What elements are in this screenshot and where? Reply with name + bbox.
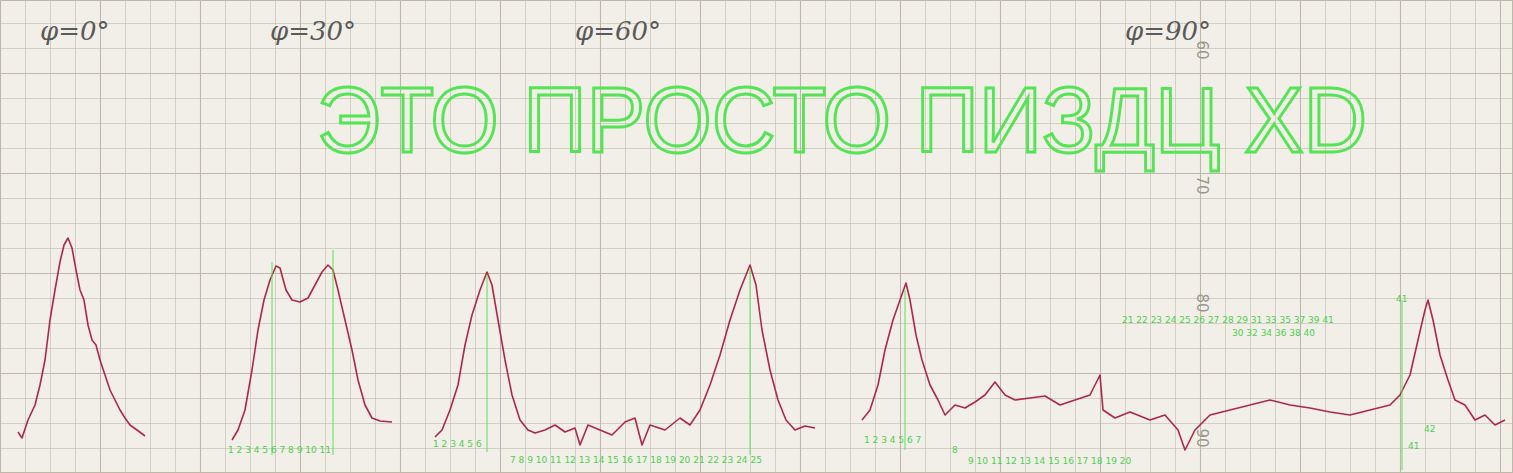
guide-line bbox=[272, 262, 273, 455]
y-grid-line bbox=[0, 248, 1513, 249]
trace-line bbox=[232, 265, 392, 440]
x-tick bbox=[50, 0, 51, 473]
y-grid-line bbox=[0, 273, 1513, 274]
x-grid-line bbox=[225, 0, 226, 473]
x-grid-line bbox=[1500, 0, 1501, 473]
scale-mark: 90 bbox=[1193, 428, 1211, 447]
x-grid-line bbox=[1375, 0, 1376, 473]
y-tick bbox=[0, 273, 1513, 274]
y-tick bbox=[0, 423, 1513, 424]
y-tick bbox=[0, 373, 1513, 374]
y-tick bbox=[0, 248, 1513, 249]
y-axis bbox=[0, 1, 1513, 473]
y-tick bbox=[0, 348, 1513, 349]
y-grid-line bbox=[0, 373, 1513, 374]
annotation: 1 2 3 4 5 6 bbox=[433, 439, 482, 449]
y-tick bbox=[0, 298, 1513, 299]
scale-mark: 70 bbox=[1193, 175, 1211, 194]
annotation: 7 8 9 10 11 12 13 14 15 16 17 18 19 20 2… bbox=[510, 455, 762, 465]
y-grid-line bbox=[0, 48, 1513, 49]
y-tick bbox=[0, 448, 1513, 449]
x-tick bbox=[75, 0, 76, 473]
plot-frame bbox=[1, 1, 1513, 473]
scale-mark: 80 bbox=[1193, 293, 1211, 312]
x-grid-line bbox=[275, 0, 276, 473]
x-tick bbox=[225, 0, 226, 473]
x-tick bbox=[300, 0, 301, 473]
guide-line bbox=[905, 290, 906, 450]
y-grid-line bbox=[0, 223, 1513, 224]
y-grid-line bbox=[0, 173, 1513, 174]
y-grid-line bbox=[0, 298, 1513, 299]
y-grid-line bbox=[0, 23, 1513, 24]
x-grid-line bbox=[150, 0, 151, 473]
guide-line bbox=[333, 250, 334, 455]
x-grid-line bbox=[1450, 0, 1451, 473]
trace-line bbox=[862, 283, 1505, 450]
x-tick bbox=[175, 0, 176, 473]
guide-line bbox=[1402, 300, 1403, 470]
x-grid-line bbox=[1475, 0, 1476, 473]
annotation: 9 10 11 12 13 14 15 16 17 18 19 20 bbox=[968, 456, 1131, 466]
x-tick bbox=[125, 0, 126, 473]
plot-area bbox=[18, 238, 1505, 450]
x-grid-line bbox=[1400, 0, 1401, 473]
y-tick bbox=[0, 23, 1513, 24]
phi-label: φ=0° bbox=[40, 16, 110, 46]
annotation: 1 2 3 4 5 6 7 8 9 10 11 bbox=[228, 445, 331, 455]
x-tick bbox=[1400, 0, 1401, 473]
x-tick bbox=[275, 0, 276, 473]
annotation: 1 2 3 4 5 6 7 bbox=[864, 435, 921, 445]
y-tick bbox=[0, 48, 1513, 49]
trace-line bbox=[18, 238, 145, 438]
annotation: 21 22 23 24 25 26 27 28 29 31 33 35 37 3… bbox=[1122, 315, 1334, 325]
guide-line bbox=[750, 268, 751, 455]
x-axis bbox=[1, 0, 1513, 473]
annotation: 41 bbox=[1396, 294, 1407, 304]
chart: 60708090φ=0°φ=30°φ=60°φ=90°1 2 3 4 5 6 7… bbox=[0, 0, 1513, 473]
trace-line bbox=[435, 265, 815, 445]
x-grid-line bbox=[125, 0, 126, 473]
x-grid-line bbox=[250, 0, 251, 473]
y-grid-line bbox=[0, 398, 1513, 399]
y-grid-line bbox=[0, 198, 1513, 199]
x-tick bbox=[25, 0, 26, 473]
x-tick bbox=[200, 0, 201, 473]
x-grid-line bbox=[175, 0, 176, 473]
x-tick bbox=[1475, 0, 1476, 473]
annotation: 41 bbox=[1408, 441, 1419, 451]
x-tick bbox=[1425, 0, 1426, 473]
phi-label: φ=90° bbox=[1125, 16, 1211, 46]
x-tick bbox=[1500, 0, 1501, 473]
x-grid-line bbox=[1425, 0, 1426, 473]
y-grid-line bbox=[0, 423, 1513, 424]
annotation: 42 bbox=[1424, 424, 1435, 434]
x-tick bbox=[1375, 0, 1376, 473]
y-tick bbox=[0, 398, 1513, 399]
x-grid-line bbox=[200, 0, 201, 473]
x-grid-line bbox=[100, 0, 101, 473]
title: ЭТО ПРОСТО ПИЗДЦ XD bbox=[317, 69, 1367, 171]
x-grid-line bbox=[25, 0, 26, 473]
x-grid-line bbox=[50, 0, 51, 473]
x-tick bbox=[250, 0, 251, 473]
x-grid-line bbox=[300, 0, 301, 473]
x-tick bbox=[1450, 0, 1451, 473]
x-axis-line bbox=[1, 0, 1513, 473]
y-grid-line bbox=[0, 348, 1513, 349]
paper bbox=[0, 0, 1513, 473]
x-tick bbox=[100, 0, 101, 473]
y-axis-line bbox=[1, 1, 1513, 473]
y-tick bbox=[0, 198, 1513, 199]
x-grid-line bbox=[75, 0, 76, 473]
annotation: 8 bbox=[952, 445, 958, 455]
y-tick bbox=[0, 223, 1513, 224]
phi-label: φ=60° bbox=[575, 16, 661, 46]
x-tick bbox=[150, 0, 151, 473]
guide-line bbox=[487, 275, 488, 452]
y-grid-line bbox=[0, 448, 1513, 449]
phi-label: φ=30° bbox=[270, 16, 356, 46]
annotation: 30 32 34 36 38 40 bbox=[1232, 328, 1315, 338]
y-tick bbox=[0, 173, 1513, 174]
